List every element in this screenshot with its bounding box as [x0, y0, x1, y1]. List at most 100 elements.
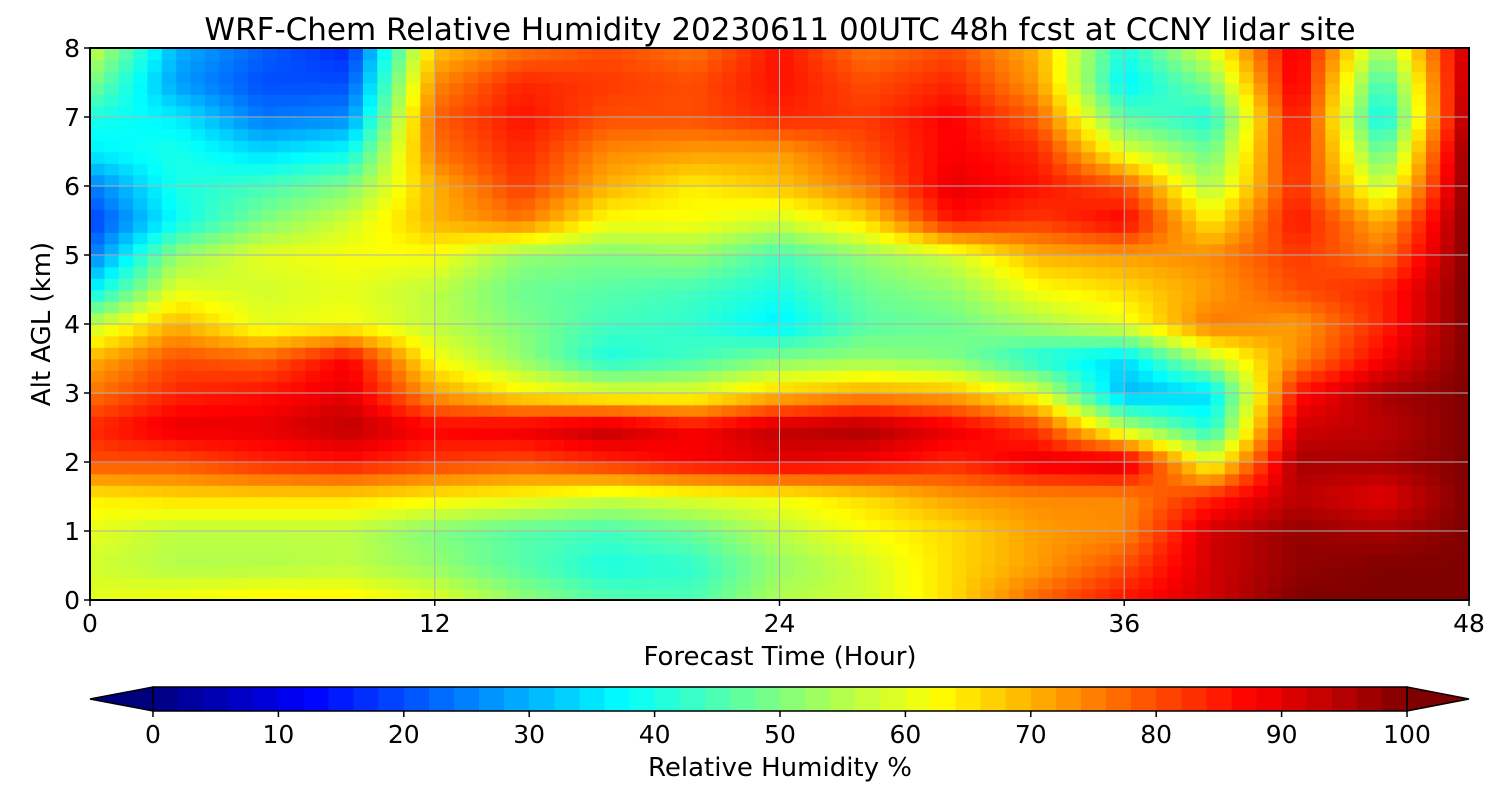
- colorbar-extend-min: [89, 686, 154, 712]
- heatmap-cell: [693, 197, 709, 210]
- heatmap-cell: [808, 404, 824, 417]
- heatmap-cell: [1081, 59, 1097, 72]
- heatmap-cell: [1425, 266, 1442, 279]
- heatmap-cell: [492, 427, 508, 440]
- heatmap-cell: [937, 450, 953, 463]
- heatmap-cell: [736, 393, 752, 406]
- heatmap-cell: [420, 266, 436, 279]
- heatmap-cell: [233, 151, 249, 164]
- heatmap-cell: [836, 94, 853, 107]
- heatmap-cell: [664, 289, 680, 302]
- heatmap-cell: [133, 381, 149, 394]
- heatmap-cell: [362, 462, 379, 475]
- heatmap-cell: [908, 151, 924, 164]
- heatmap-cell: [1109, 393, 1126, 406]
- heatmap-cell: [161, 186, 177, 199]
- heatmap-cell: [262, 151, 278, 164]
- heatmap-cell: [391, 128, 407, 141]
- heatmap-cell: [1152, 163, 1169, 176]
- heatmap-cell: [477, 220, 493, 233]
- heatmap-cell: [1354, 255, 1370, 268]
- heatmap-cell: [808, 140, 824, 153]
- heatmap-cell: [1052, 266, 1068, 279]
- heatmap-cell: [822, 381, 838, 394]
- heatmap-cell: [291, 117, 307, 130]
- heatmap-cell: [765, 82, 781, 95]
- heatmap-cell: [1296, 301, 1312, 314]
- heatmap-cell: [1181, 71, 1197, 84]
- heatmap-cell: [937, 531, 953, 544]
- heatmap-cell: [1066, 358, 1082, 371]
- heatmap-cell: [520, 393, 537, 406]
- heatmap-cell: [219, 358, 235, 371]
- heatmap-cell: [262, 163, 278, 176]
- heatmap-cell: [133, 462, 149, 475]
- heatmap-cell: [190, 174, 206, 187]
- heatmap-cell: [1354, 531, 1370, 544]
- heatmap-cell: [1239, 393, 1255, 406]
- heatmap-cell: [980, 473, 996, 486]
- heatmap-cell: [851, 473, 867, 486]
- heatmap-cell: [808, 416, 824, 429]
- heatmap-cell: [449, 347, 465, 360]
- heatmap-cell: [1124, 220, 1140, 233]
- heatmap-cell: [1397, 347, 1413, 360]
- heatmap-cell: [664, 140, 680, 153]
- heatmap-cell: [104, 82, 120, 95]
- heatmap-cell: [908, 48, 924, 61]
- heatmap-cell: [1454, 140, 1469, 153]
- heatmap-cell: [1009, 59, 1025, 72]
- heatmap-cell: [262, 232, 278, 245]
- heatmap-cell: [520, 370, 537, 383]
- heatmap-cell: [650, 473, 666, 486]
- heatmap-cell: [851, 427, 867, 440]
- heatmap-cell: [1282, 71, 1298, 84]
- heatmap-cell: [406, 485, 422, 498]
- heatmap-cell: [334, 427, 350, 440]
- heatmap-cell: [894, 588, 910, 600]
- heatmap-cell: [793, 312, 810, 325]
- heatmap-cell: [1124, 82, 1140, 95]
- heatmap-cell: [133, 404, 149, 417]
- heatmap-cell: [161, 531, 177, 544]
- heatmap-cell: [793, 232, 810, 245]
- heatmap-cell: [1009, 163, 1025, 176]
- heatmap-cell: [362, 140, 379, 153]
- heatmap-cell: [1239, 301, 1255, 314]
- heatmap-cell: [1411, 485, 1427, 498]
- heatmap-cell: [1440, 565, 1456, 578]
- heatmap-cell: [104, 232, 120, 245]
- heatmap-cell: [520, 289, 537, 302]
- heatmap-cell: [851, 358, 867, 371]
- heatmap-cell: [291, 151, 307, 164]
- heatmap-cell: [161, 381, 177, 394]
- heatmap-cell: [1066, 255, 1082, 268]
- heatmap-cell: [1310, 370, 1327, 383]
- heatmap-cell: [736, 358, 752, 371]
- heatmap-cell: [276, 48, 292, 61]
- heatmap-cell: [908, 427, 924, 440]
- heatmap-cell: [951, 220, 968, 233]
- heatmap-cell: [1109, 496, 1126, 509]
- heatmap-cell: [908, 278, 924, 291]
- heatmap-cell: [1425, 485, 1442, 498]
- heatmap-cell: [104, 48, 120, 61]
- heatmap-cell: [793, 324, 810, 337]
- heatmap-cell: [1224, 186, 1240, 199]
- heatmap-cell: [1382, 163, 1398, 176]
- heatmap-cell: [836, 197, 853, 210]
- heatmap-cell: [1325, 105, 1341, 118]
- heatmap-cell: [104, 324, 120, 337]
- heatmap-cell: [449, 59, 465, 72]
- heatmap-cell: [233, 542, 249, 555]
- heatmap-cell: [1440, 266, 1456, 279]
- heatmap-cell: [865, 117, 881, 130]
- heatmap-cell: [334, 393, 350, 406]
- heatmap-cell: [104, 335, 120, 348]
- heatmap-cell: [1397, 94, 1413, 107]
- heatmap-cell: [434, 94, 450, 107]
- colorbar-tick-label: 60: [889, 720, 921, 749]
- heatmap-cell: [1109, 59, 1126, 72]
- heatmap-cell: [1354, 565, 1370, 578]
- heatmap-cell: [305, 82, 321, 95]
